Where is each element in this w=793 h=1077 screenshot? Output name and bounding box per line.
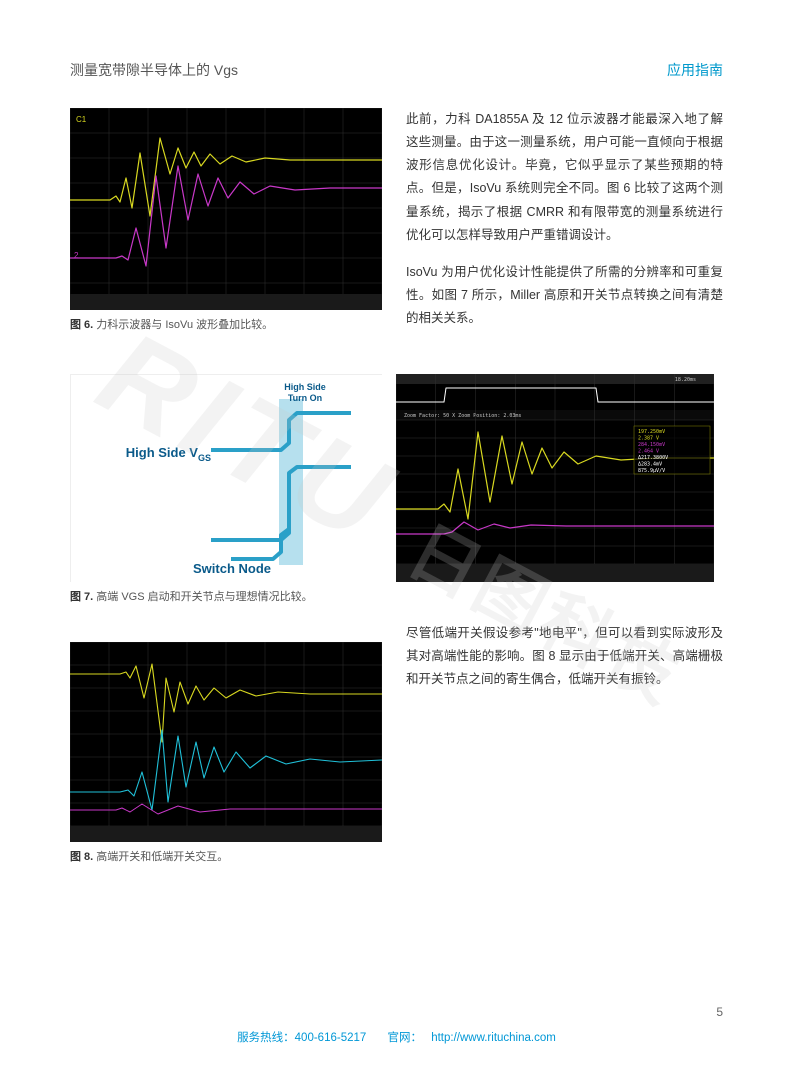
svg-text:2.387 V: 2.387 V <box>638 436 659 442</box>
figure-8-caption: 图 8. 高端开关和低端开关交互。 <box>70 848 382 864</box>
figure-7-diagram-svg: High Side Turn On High Side VGS Switch N… <box>71 375 383 583</box>
figure-7-scope-svg: 18.20ms Zoom Factor: 50 X Zoom Position:… <box>396 374 714 582</box>
figure-6-svg: C1 2 <box>70 108 382 310</box>
figure-8-caption-text: 高端开关和低端开关交互。 <box>93 851 228 863</box>
paragraph-3: 尽管低端开关假设参考"地电平"，但可以看到实际波形及其对高端性能的影响。图 8 … <box>406 622 723 691</box>
svg-text:197.250mV: 197.250mV <box>638 429 665 435</box>
page-footer: 服务热线：400-616-5217 官网： http://www.rituchi… <box>0 1029 793 1045</box>
header-title-right: 应用指南 <box>667 60 723 80</box>
svg-text:2.464 V: 2.464 V <box>638 449 659 455</box>
footer-hotline-number: 400-616-5217 <box>295 1032 367 1044</box>
figure-7-label: 图 7. <box>70 591 93 603</box>
figure-6-caption: 图 6. 力科示波器与 IsoVu 波形叠加比较。 <box>70 316 382 332</box>
footer-url[interactable]: http://www.rituchina.com <box>431 1032 556 1044</box>
fig7-label-bottom: Switch Node <box>193 561 271 576</box>
svg-text:2: 2 <box>74 251 79 260</box>
svg-text:Δ283.4mV: Δ283.4mV <box>638 462 662 468</box>
figure-7-scope: 18.20ms Zoom Factor: 50 X Zoom Position:… <box>396 374 714 582</box>
fig7-top-text: 18.20ms <box>675 377 696 383</box>
paragraph-2: IsoVu 为用户优化设计性能提供了所需的分辨率和可重复性。如图 7 所示，Mi… <box>406 261 723 330</box>
figure-6-caption-text: 力科示波器与 IsoVu 波形叠加比较。 <box>93 319 273 331</box>
figure-8-svg <box>70 642 382 842</box>
fig7-zoom-text: Zoom Factor: 50 X Zoom Position: 2.03ms <box>404 413 521 419</box>
page-header: 测量宽带隙半导体上的 Vgs 应用指南 <box>70 60 723 80</box>
figure-8-scope <box>70 642 382 842</box>
figure-7-caption-text: 高端 VGS 启动和开关节点与理想情况比较。 <box>93 591 312 603</box>
page-number: 5 <box>716 1005 723 1019</box>
figure-6-label: 图 6. <box>70 319 93 331</box>
svg-text:284.150mV: 284.150mV <box>638 442 665 448</box>
paragraph-1: 此前，力科 DA1855A 及 12 位示波器才能最深入地了解这些测量。由于这一… <box>406 108 723 247</box>
header-title-left: 测量宽带隙半导体上的 Vgs <box>70 60 238 80</box>
footer-web-label: 官网： <box>387 1032 422 1044</box>
footer-hotline: 服务热线：400-616-5217 <box>237 1032 369 1044</box>
figure-6-scope: C1 2 <box>70 108 382 310</box>
svg-text:C1: C1 <box>76 115 87 124</box>
svg-text:Δ217.3800V: Δ217.3800V <box>638 455 668 461</box>
footer-hotline-label: 服务热线： <box>237 1032 295 1044</box>
figure-8-label: 图 8. <box>70 851 93 863</box>
fig7-label-top-1: High Side <box>284 382 326 392</box>
fig7-label-top-2: Turn On <box>288 393 322 403</box>
svg-text:875.9μV/V: 875.9μV/V <box>638 468 665 474</box>
figure-7-diagram: High Side Turn On High Side VGS Switch N… <box>70 374 382 582</box>
figure-7-caption: 图 7. 高端 VGS 启动和开关节点与理想情况比较。 <box>70 588 723 604</box>
